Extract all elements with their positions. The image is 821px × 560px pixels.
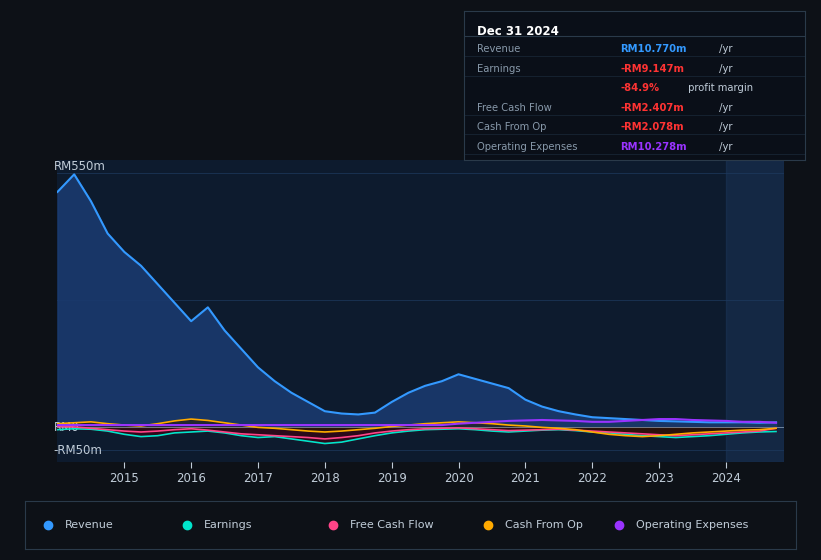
Text: -84.9%: -84.9% bbox=[621, 83, 660, 93]
Text: /yr: /yr bbox=[716, 103, 732, 113]
Text: /yr: /yr bbox=[716, 44, 732, 54]
Bar bbox=[726, 160, 784, 462]
Text: RM10.770m: RM10.770m bbox=[621, 44, 687, 54]
Text: Operating Expenses: Operating Expenses bbox=[478, 142, 578, 152]
Text: RM550m: RM550m bbox=[54, 161, 106, 174]
Text: profit margin: profit margin bbox=[686, 83, 754, 93]
Text: Earnings: Earnings bbox=[478, 64, 521, 74]
Text: Revenue: Revenue bbox=[478, 44, 521, 54]
Text: /yr: /yr bbox=[716, 122, 732, 132]
Text: RM10.278m: RM10.278m bbox=[621, 142, 687, 152]
Text: Operating Expenses: Operating Expenses bbox=[635, 520, 748, 530]
Text: Cash From Op: Cash From Op bbox=[478, 122, 547, 132]
Text: -RM9.147m: -RM9.147m bbox=[621, 64, 685, 74]
Text: RM0: RM0 bbox=[54, 421, 80, 434]
Text: Cash From Op: Cash From Op bbox=[505, 520, 583, 530]
Text: Dec 31 2024: Dec 31 2024 bbox=[478, 25, 559, 38]
Text: Free Cash Flow: Free Cash Flow bbox=[351, 520, 434, 530]
Text: Revenue: Revenue bbox=[65, 520, 113, 530]
Text: /yr: /yr bbox=[716, 64, 732, 74]
Text: -RM2.407m: -RM2.407m bbox=[621, 103, 685, 113]
Text: -RM2.078m: -RM2.078m bbox=[621, 122, 684, 132]
Text: -RM50m: -RM50m bbox=[54, 444, 103, 457]
Text: /yr: /yr bbox=[716, 142, 732, 152]
Text: Earnings: Earnings bbox=[204, 520, 252, 530]
Text: Free Cash Flow: Free Cash Flow bbox=[478, 103, 553, 113]
